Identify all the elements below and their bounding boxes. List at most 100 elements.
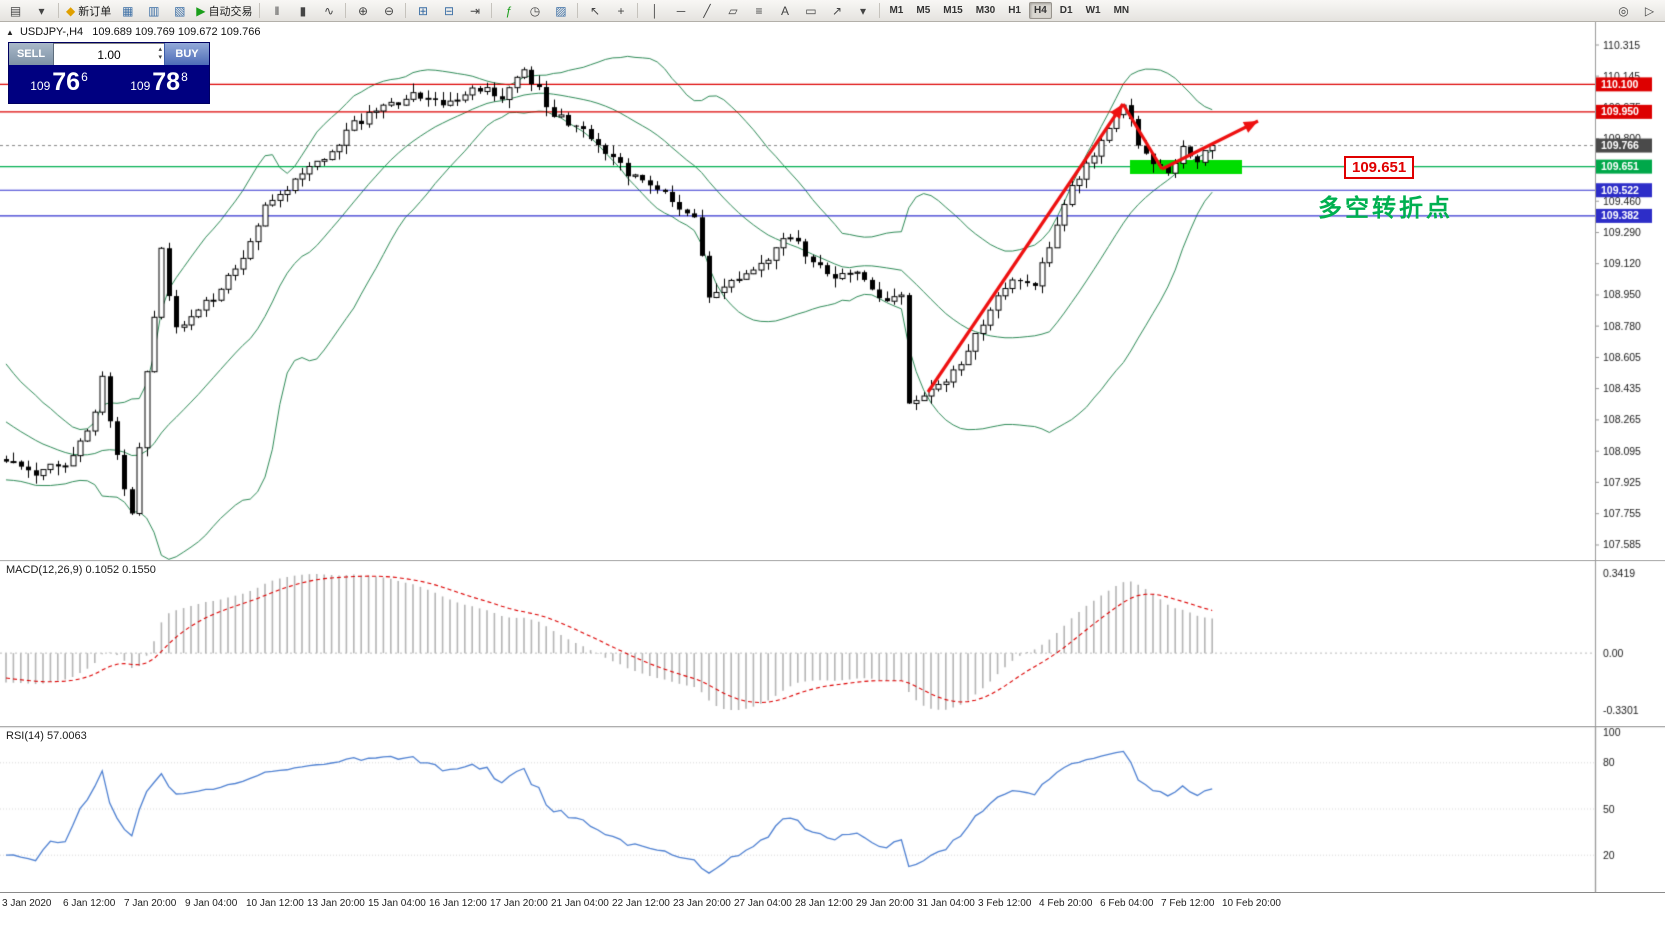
period-icon[interactable]: ◷ bbox=[522, 1, 547, 21]
time-axis-label: 3 Feb 12:00 bbox=[978, 898, 1032, 909]
turning-point-note: 多空转折点 bbox=[1318, 195, 1453, 222]
time-axis-label: 10 Jan 12:00 bbox=[246, 898, 304, 909]
market-watch-icon[interactable]: ▦ bbox=[115, 1, 140, 21]
navigator-icon: ▧ bbox=[174, 3, 186, 18]
volume-decrease-icon[interactable]: ▾ bbox=[158, 54, 162, 62]
toolbar-separator bbox=[58, 3, 59, 18]
indicators-icon: ƒ bbox=[505, 3, 513, 18]
candlestick-chart-icon[interactable]: ▮ bbox=[290, 1, 315, 21]
toolbar-separator bbox=[491, 3, 493, 18]
label-icon: ▭ bbox=[805, 3, 817, 18]
timeframe-mn-button[interactable]: MN bbox=[1113, 5, 1130, 16]
arrows-tool-icon: ↗ bbox=[831, 3, 842, 18]
timeframe-h1-button[interactable]: H1 bbox=[1008, 5, 1021, 16]
vertical-line-icon: │ bbox=[651, 3, 659, 18]
time-axis-label: 17 Jan 20:00 bbox=[490, 898, 548, 909]
arrows-tool-icon[interactable]: ↗ bbox=[824, 1, 849, 21]
time-axis-label: 16 Jan 12:00 bbox=[429, 898, 487, 909]
zoom-in-icon: ⊕ bbox=[357, 3, 368, 18]
timeframe-m5-button[interactable]: M5 bbox=[916, 5, 931, 16]
fibonacci-icon[interactable]: ≡ bbox=[746, 1, 771, 21]
timeframe-m15-button[interactable]: M15 bbox=[943, 5, 963, 16]
sell-price-display[interactable]: 109 76 6 bbox=[9, 65, 109, 103]
volume-input[interactable]: 1.00 ▴ ▾ bbox=[54, 43, 164, 65]
zoom-in-icon[interactable]: ⊕ bbox=[350, 1, 375, 21]
cursor-icon: ↖ bbox=[589, 3, 600, 18]
channel-icon: ▱ bbox=[728, 3, 738, 18]
zoom-out-icon: ⊖ bbox=[383, 3, 394, 18]
timeframe-m30-button[interactable]: M30 bbox=[975, 5, 996, 16]
bar-chart-icon: ‖ bbox=[274, 3, 280, 18]
new-order-button-label: 新订单 bbox=[78, 5, 112, 18]
indicators-icon[interactable]: ƒ bbox=[496, 1, 521, 21]
macd-panel-canvas[interactable] bbox=[0, 560, 1665, 726]
zoom-out-icon[interactable]: ⊖ bbox=[376, 1, 401, 21]
chart-shift-icon[interactable]: ⇥ bbox=[462, 1, 487, 21]
templates-icon[interactable]: ▨ bbox=[548, 1, 573, 21]
zoom-cursor-icon[interactable]: ◎ bbox=[1611, 1, 1636, 21]
volume-value: 1.00 bbox=[97, 47, 121, 62]
window-caret-icon[interactable]: ▾ bbox=[29, 1, 54, 21]
text-icon: A bbox=[780, 3, 789, 18]
toolbar-main-group: ▤ ▾ ◆ 新订单 ▦ ▥ ▧ ▶ 自动交易 ‖ ▮ ∿ ⊕ ⊖ ⊞ ⊟ ⇥ ƒ ◷ ▨ ↖ + │ ─ ╱ ▱ ≡ A ▭ ↗ ▾ bbox=[3, 1, 883, 21]
time-axis-label: 23 Jan 20:00 bbox=[673, 898, 731, 909]
templates-icon: ▨ bbox=[555, 3, 567, 18]
time-axis-label: 28 Jan 12:00 bbox=[795, 898, 853, 909]
time-axis-label: 27 Jan 04:00 bbox=[734, 898, 792, 909]
cursor-icon[interactable]: ↖ bbox=[582, 1, 607, 21]
sell-price-sup: 6 bbox=[81, 70, 88, 84]
horizontal-line-icon[interactable]: ─ bbox=[668, 1, 693, 21]
sell-button[interactable]: SELL bbox=[9, 43, 54, 65]
data-window-icon[interactable]: ▥ bbox=[141, 1, 166, 21]
arrows-caret-icon: ▾ bbox=[859, 3, 866, 18]
new-order-button[interactable]: ◆ 新订单 bbox=[63, 1, 114, 21]
market-watch-icon: ▦ bbox=[122, 3, 134, 18]
toolbar-separator bbox=[637, 3, 639, 18]
tile-windows-icon[interactable]: ⊞ bbox=[410, 1, 435, 21]
bar-chart-icon[interactable]: ‖ bbox=[264, 1, 289, 21]
channel-icon[interactable]: ▱ bbox=[720, 1, 745, 21]
toolbar-separator bbox=[259, 3, 261, 18]
timeframe-m1-button[interactable]: M1 bbox=[889, 5, 904, 16]
line-chart-icon: ∿ bbox=[323, 3, 334, 18]
crosshair-icon[interactable]: + bbox=[608, 1, 633, 21]
price-chart-canvas[interactable] bbox=[0, 22, 1665, 560]
time-axis-label: 10 Feb 20:00 bbox=[1222, 898, 1281, 909]
timeframe-d1-button[interactable]: D1 bbox=[1059, 5, 1073, 16]
chart-symbol-header: ▲ USDJPY-,H4 109.689 109.769 109.672 109… bbox=[6, 26, 260, 38]
top-toolbar: ▤ ▾ ◆ 新订单 ▦ ▥ ▧ ▶ 自动交易 ‖ ▮ ∿ ⊕ ⊖ ⊞ ⊟ ⇥ ƒ ◷ ▨ ↖ + │ ─ ╱ ▱ ≡ A ▭ ↗ ▾ M1 M… bbox=[0, 0, 1665, 22]
toolbar-separator bbox=[345, 3, 347, 18]
toolbar-separator bbox=[405, 3, 407, 18]
rsi-panel-canvas[interactable] bbox=[0, 726, 1665, 892]
time-axis-label: 7 Jan 20:00 bbox=[124, 898, 177, 909]
time-axis-label: 3 Jan 2020 bbox=[2, 898, 52, 909]
line-chart-icon[interactable]: ∿ bbox=[316, 1, 341, 21]
crosshair-icon: + bbox=[617, 3, 625, 18]
volume-increase-icon[interactable]: ▴ bbox=[158, 46, 162, 53]
fibonacci-icon: ≡ bbox=[755, 3, 763, 18]
toolbar-right-group: ◎ ▷ bbox=[1611, 1, 1662, 21]
vertical-line-icon[interactable]: │ bbox=[642, 1, 667, 21]
collapse-panel-icon[interactable]: ▲ bbox=[6, 28, 14, 37]
help-cursor-icon[interactable]: ▷ bbox=[1637, 1, 1662, 21]
auto-arrange-icon[interactable]: ⊟ bbox=[436, 1, 461, 21]
chart-window-icon[interactable]: ▤ bbox=[3, 1, 28, 21]
time-axis-label: 7 Feb 12:00 bbox=[1161, 898, 1215, 909]
timeframe-h4-button[interactable]: H4 bbox=[1028, 2, 1052, 19]
arrows-caret-icon[interactable]: ▾ bbox=[850, 1, 875, 21]
autotrading-button: ▶ bbox=[196, 3, 206, 18]
zoom-cursor-icon: ◎ bbox=[1618, 3, 1629, 18]
time-axis-label: 15 Jan 04:00 bbox=[368, 898, 426, 909]
chart-shift-icon: ⇥ bbox=[469, 3, 480, 18]
navigator-icon[interactable]: ▧ bbox=[167, 1, 192, 21]
buy-price-display[interactable]: 109 78 8 bbox=[109, 65, 209, 103]
text-icon[interactable]: A bbox=[772, 1, 797, 21]
trendline-icon[interactable]: ╱ bbox=[694, 1, 719, 21]
label-icon[interactable]: ▭ bbox=[798, 1, 823, 21]
autotrading-button[interactable]: ▶ 自动交易 bbox=[193, 1, 255, 21]
time-axis-label: 22 Jan 12:00 bbox=[612, 898, 670, 909]
buy-price-sup: 8 bbox=[181, 70, 188, 84]
buy-button[interactable]: BUY bbox=[164, 43, 209, 65]
timeframe-w1-button[interactable]: W1 bbox=[1085, 5, 1101, 16]
